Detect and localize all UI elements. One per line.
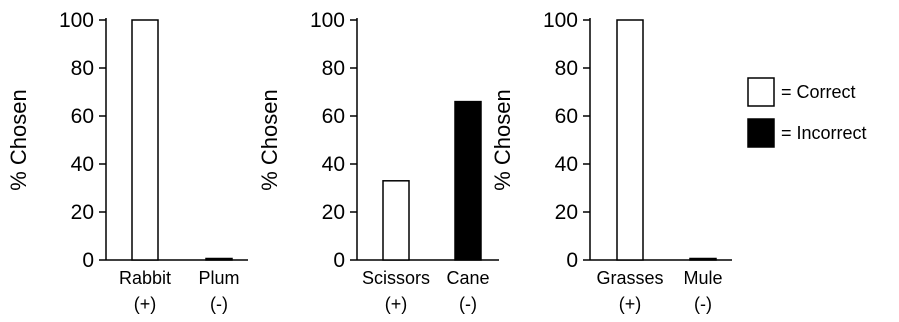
bar-grasses	[616, 19, 644, 261]
legend-swatch-correct	[747, 77, 775, 107]
category-sign-label: (-)	[459, 294, 477, 314]
y-axis-title: % Chosen	[490, 89, 515, 191]
legend-label-incorrect: = Incorrect	[781, 123, 867, 143]
bar-mule	[689, 257, 717, 261]
bar-cane	[454, 100, 482, 261]
y-tick-label: 60	[322, 105, 345, 128]
y-axis-title: % Chosen	[257, 89, 282, 191]
category-sign-label: (-)	[694, 294, 712, 314]
y-tick-label: 80	[322, 57, 345, 80]
y-tick-label: 0	[566, 249, 578, 272]
y-tick-label: 40	[555, 153, 578, 176]
category-label: Grasses	[596, 268, 663, 288]
category-label: Mule	[683, 268, 722, 288]
y-tick-label: 100	[59, 9, 94, 32]
y-tick-label: 80	[555, 57, 578, 80]
y-tick-label: 80	[71, 57, 94, 80]
y-tick-label: 20	[555, 201, 578, 224]
y-tick-label: 0	[82, 249, 94, 272]
y-tick-label: 100	[310, 9, 345, 32]
bar-rabbit	[131, 19, 159, 261]
legend-label-correct: = Correct	[781, 82, 856, 102]
bar-scissors	[382, 180, 410, 261]
category-sign-label: (+)	[385, 294, 408, 314]
y-tick-label: 20	[322, 201, 345, 224]
legend-swatch-incorrect	[747, 118, 775, 148]
y-tick-label: 60	[71, 105, 94, 128]
category-label: Plum	[198, 268, 239, 288]
y-axis-title: % Chosen	[6, 89, 31, 191]
category-label: Cane	[446, 268, 489, 288]
y-tick-label: 20	[71, 201, 94, 224]
y-tick-label: 100	[543, 9, 578, 32]
y-tick-label: 0	[333, 249, 345, 272]
category-sign-label: (+)	[134, 294, 157, 314]
category-sign-label: (-)	[210, 294, 228, 314]
y-tick-label: 40	[322, 153, 345, 176]
y-tick-label: 40	[71, 153, 94, 176]
y-tick-label: 60	[555, 105, 578, 128]
bar-plum	[205, 257, 233, 261]
category-label: Rabbit	[119, 268, 171, 288]
category-label: Scissors	[362, 268, 430, 288]
category-sign-label: (+)	[619, 294, 642, 314]
